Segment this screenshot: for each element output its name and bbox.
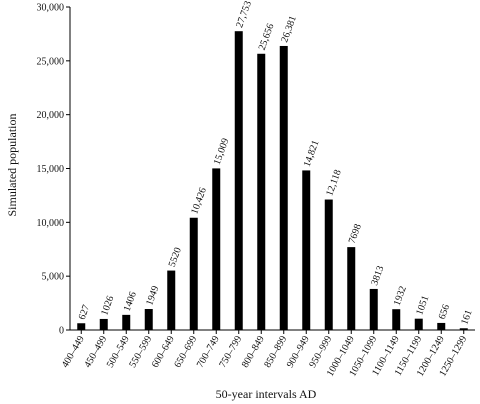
- bar: [392, 309, 401, 330]
- y-tick-label: 30,000: [37, 3, 65, 14]
- bar-value-label: 5520: [167, 246, 184, 269]
- y-tick-label: 0: [59, 326, 64, 337]
- bar: [212, 168, 221, 330]
- bar: [167, 270, 176, 330]
- x-axis-title: 50-year intervals AD: [216, 387, 317, 401]
- y-axis-title: Simulated population: [5, 114, 19, 217]
- bar: [99, 318, 108, 330]
- bar: [302, 170, 311, 330]
- bar-value-label: 14,821: [302, 139, 322, 169]
- y-axis: 0 5,000 10,000 15,000 20,000 25,000 30,000: [37, 3, 71, 337]
- bar-value-label: 1949: [144, 284, 161, 307]
- bar: [437, 322, 446, 330]
- y-tick-label: 20,000: [37, 110, 65, 121]
- bar-value-label: 1051: [414, 294, 431, 317]
- bar: [369, 288, 378, 330]
- bar: [257, 53, 266, 331]
- bar-value-label: 26,381: [279, 14, 299, 44]
- bar: [347, 247, 356, 330]
- bar: [279, 45, 288, 330]
- bar-value-label: 25,656: [257, 22, 277, 52]
- bar-value-label: 12,118: [324, 168, 344, 197]
- bar: [324, 199, 333, 330]
- bar: [189, 217, 198, 330]
- bar-value-label: 10,426: [189, 186, 209, 216]
- bar-value-label: 7698: [347, 223, 364, 246]
- bar-value-label: 656: [437, 303, 452, 321]
- y-tick-label: 15,000: [37, 164, 65, 175]
- x-axis: 400–449450–499500–549550–599600–649650–6…: [60, 329, 475, 378]
- bar-value-label: 627: [77, 303, 92, 321]
- bar-value-label: 3813: [369, 264, 386, 287]
- bar: [122, 314, 131, 330]
- bar: [144, 309, 153, 330]
- bar-value-label: 27,753: [234, 0, 254, 29]
- y-tick-label: 5,000: [42, 272, 65, 283]
- bar-value-label: 1026: [99, 294, 116, 317]
- bars: [77, 31, 468, 331]
- bar-value-label: 1932: [392, 285, 409, 308]
- bar: [414, 318, 423, 330]
- y-tick-label: 10,000: [37, 218, 65, 229]
- bar: [77, 323, 86, 330]
- bar-value-label: 161: [459, 308, 474, 326]
- y-tick-label: 25,000: [37, 56, 65, 67]
- bar-value-label: 15,009: [212, 137, 232, 167]
- bar-value-label: 1406: [122, 290, 139, 313]
- bar: [459, 328, 468, 330]
- bar: [234, 31, 243, 331]
